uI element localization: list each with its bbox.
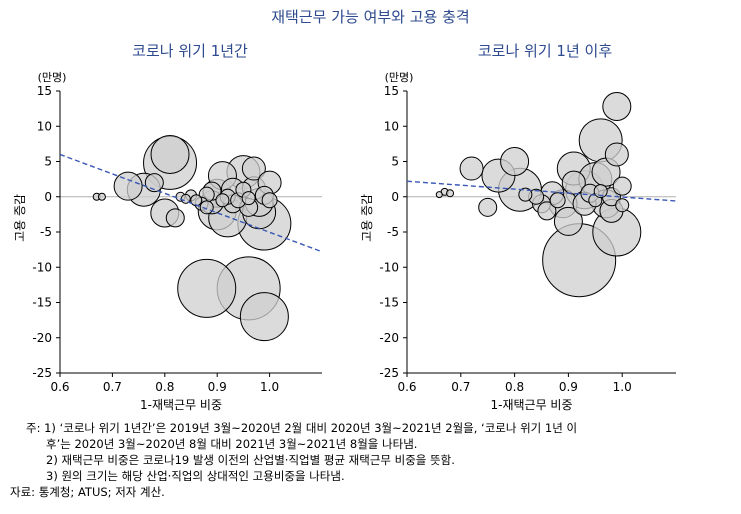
trend-line: [59, 153, 323, 253]
notes: 주: 1) ‘코로나 위기 1년간’은 2019년 3월~2020년 2월 대비…: [10, 420, 735, 500]
note-2: 2) 재택근무 비중은 코로나19 발생 이전의 산업별·직업별 평균 재택근무…: [46, 453, 455, 467]
data-bubble: [537, 201, 557, 221]
x-tick-label: 0.7: [103, 380, 122, 394]
data-bubble: [239, 292, 289, 342]
source: 자료: 통계청; ATUS; 저자 계산.: [10, 485, 165, 499]
x-tick-label: 0.8: [505, 380, 524, 394]
y-tick-label: -15: [379, 296, 399, 310]
data-bubble: [241, 156, 266, 181]
y-tick-label: 5: [44, 155, 52, 169]
data-bubble: [144, 173, 164, 193]
data-bubble: [518, 187, 533, 202]
y-tick-label: 10: [37, 119, 52, 133]
y-axis-label: 고용 증감: [360, 194, 374, 242]
x-tick-label: 1.0: [260, 380, 279, 394]
data-bubble: [199, 200, 214, 215]
trend-line: [406, 180, 677, 202]
note-1-prefix: 주: 1): [26, 421, 56, 435]
x-tick-label: 0.9: [559, 380, 578, 394]
data-bubble: [500, 147, 530, 176]
data-bubble: [150, 134, 190, 174]
y-tick-label: 10: [384, 119, 399, 133]
y-tick-label: -25: [379, 366, 399, 380]
y-unit-label: (만명): [38, 71, 67, 84]
data-bubble: [612, 176, 632, 196]
data-bubble: [190, 194, 203, 207]
y-tick-label: -10: [379, 260, 399, 274]
x-axis-label: 1-재택근무 비중: [490, 398, 572, 412]
left-panel-title: 코로나 위기 1년간: [132, 42, 248, 60]
note-3: 3) 원의 크기는 해당 산업·직업의 상대적인 고용비중을 나타냄.: [46, 469, 345, 483]
figure-title: 재택근무 가능 여부와 고용 충격: [271, 8, 470, 26]
data-bubble: [215, 193, 230, 208]
y-axis-label: 고용 증감: [13, 194, 27, 242]
data-bubble: [446, 189, 455, 198]
x-tick-label: 1.0: [613, 380, 632, 394]
y-tick-label: 0: [44, 190, 52, 204]
x-tick-label: 0.9: [208, 380, 227, 394]
y-tick-label: 15: [37, 84, 52, 98]
x-tick-label: 0.8: [155, 380, 174, 394]
y-unit-label: (만명): [385, 71, 414, 84]
data-bubble: [553, 206, 583, 236]
data-bubble: [165, 208, 185, 228]
left-chart: 15 10 5 0 -5 -10 -15 -20 -250.6 0.7 0.8 0.9 1.0 1-재택근…: [13, 71, 323, 412]
data-bubble: [604, 142, 629, 167]
right-chart: 15 10 5 0 -5 -10 -15 -20 -250.6 0.7 0.8 0.9 1.0 1-재택근…: [360, 71, 677, 412]
data-bubble: [241, 191, 256, 206]
right-panel-title: 코로나 위기 1년 이후: [477, 42, 613, 60]
y-tick-label: 0: [391, 190, 399, 204]
y-tick-label: 5: [391, 155, 399, 169]
y-tick-label: -25: [32, 366, 52, 380]
data-bubble: [549, 192, 566, 209]
x-tick-label: 0.6: [397, 380, 416, 394]
data-bubble: [615, 198, 630, 213]
data-bubble: [435, 191, 443, 199]
y-tick-label: -20: [32, 331, 52, 345]
data-bubble: [97, 192, 106, 201]
y-tick-label: -15: [32, 296, 52, 310]
x-tick-label: 0.7: [451, 380, 470, 394]
data-bubble: [113, 171, 143, 201]
note-1-text-a: ‘코로나 위기 1년간’은 2019년 3월~2020년 2월 대비 2020년…: [59, 421, 578, 435]
data-bubble: [561, 170, 586, 195]
y-tick-label: -20: [379, 331, 399, 345]
note-1a: 주: 1) ‘코로나 위기 1년간’은 2019년 3월~2020년 2월 대비…: [10, 420, 735, 436]
data-bubble: [593, 184, 608, 199]
data-bubble: [261, 192, 278, 209]
data-bubble: [459, 156, 484, 181]
y-tick-label: -5: [40, 225, 52, 239]
note-1b: 후’는 2020년 3월~2020년 8월 대비 2021년 3월~2021년 …: [46, 437, 418, 451]
data-bubble: [177, 258, 237, 318]
y-tick-label: -5: [387, 225, 399, 239]
data-bubble: [478, 197, 498, 217]
x-tick-label: 0.6: [50, 380, 69, 394]
y-tick-label: 15: [384, 84, 399, 98]
y-tick-label: -10: [32, 260, 52, 274]
data-bubble: [602, 92, 632, 122]
x-axis-label: 1-재택근무 비중: [140, 398, 222, 412]
